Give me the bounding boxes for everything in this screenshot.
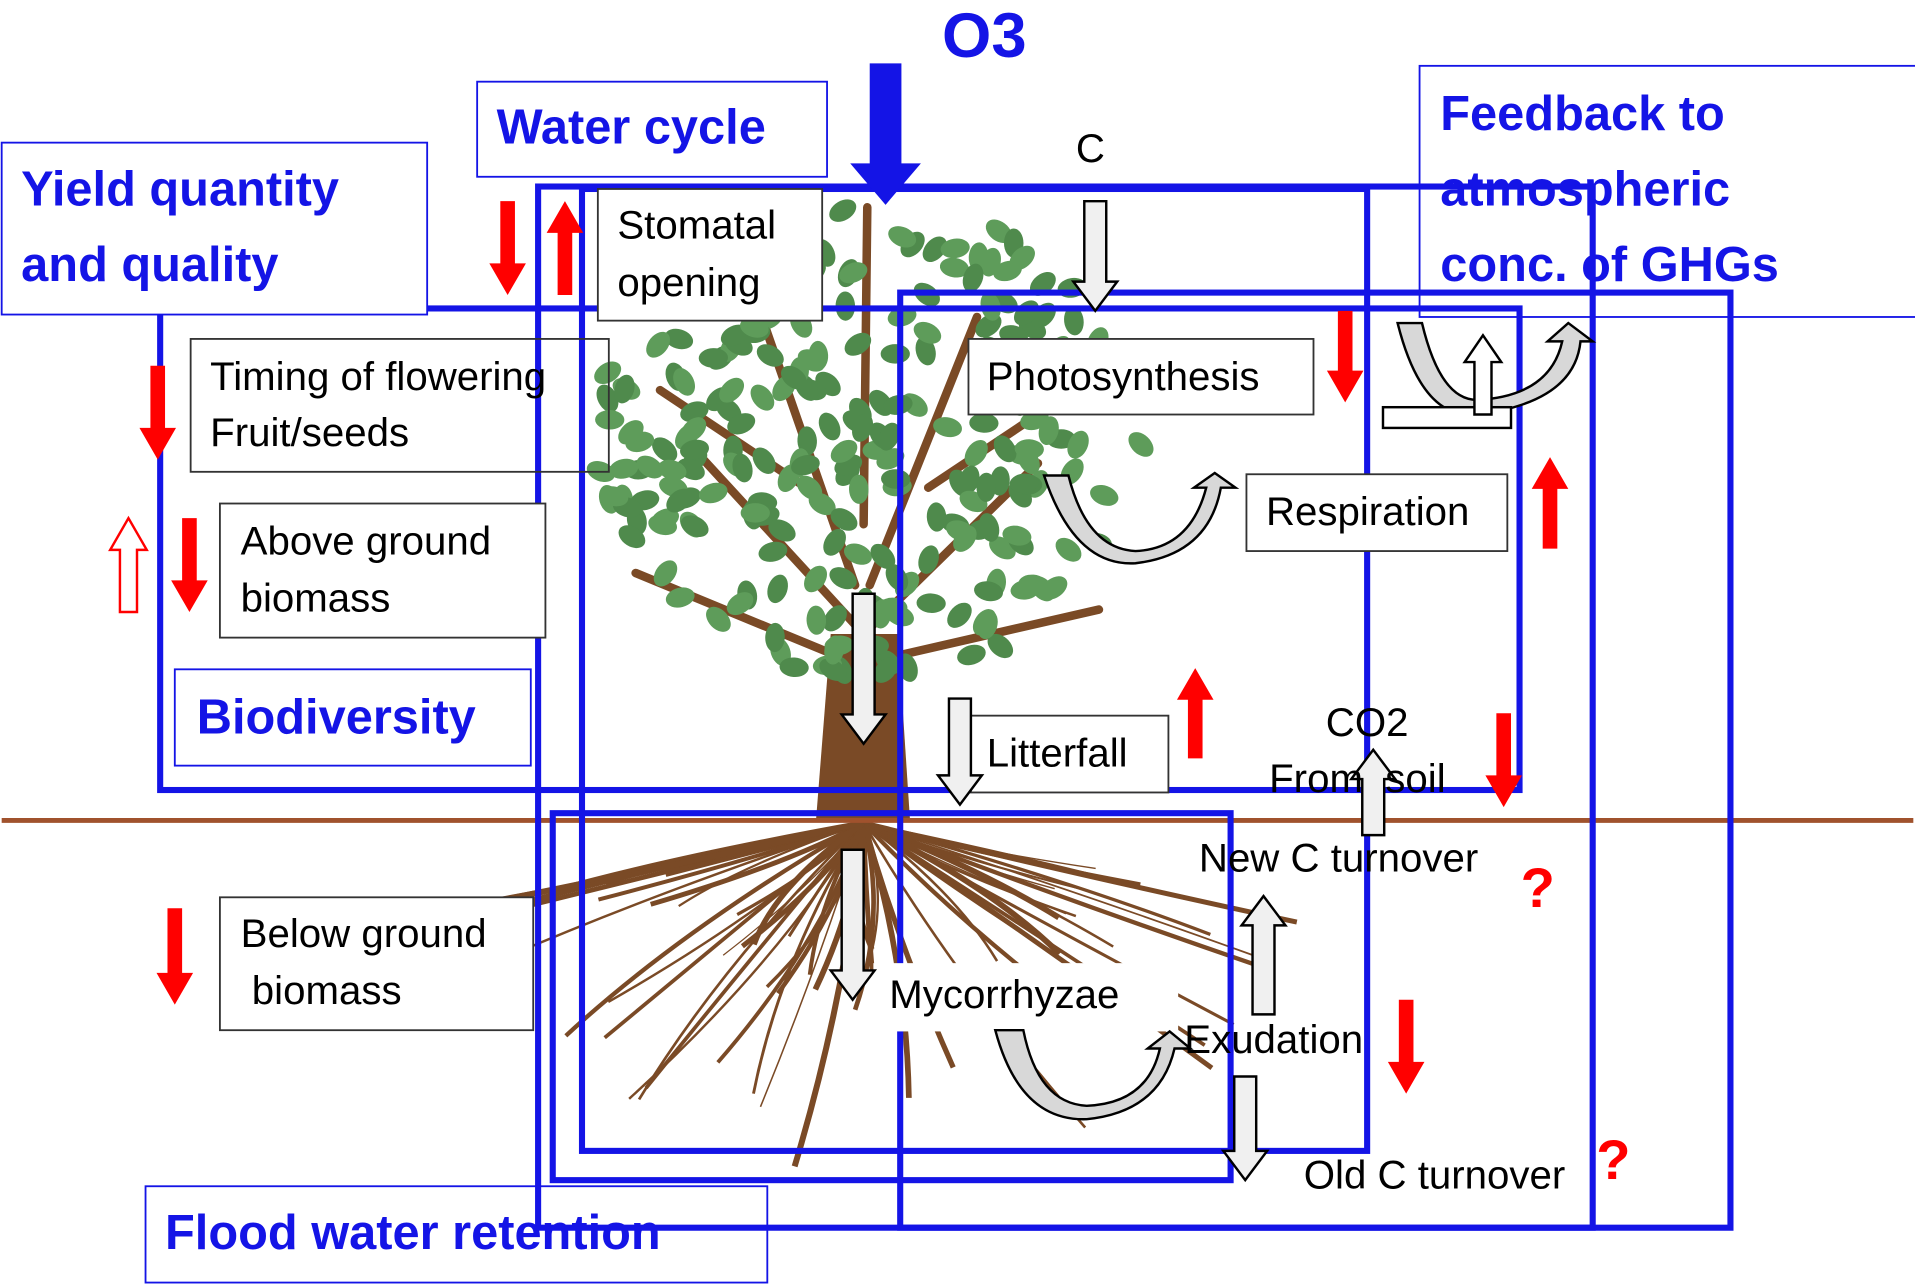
leaf xyxy=(1025,267,1060,301)
process-label: Mycorrhyzae xyxy=(889,972,1119,1017)
impact-label: Water cycle xyxy=(497,100,766,154)
process-label: From soil xyxy=(1269,756,1446,801)
arrow xyxy=(1388,1000,1425,1094)
impact-label: Feedback to xyxy=(1440,87,1724,141)
arrow xyxy=(1532,457,1569,548)
trait-label: Fruit/seeds xyxy=(210,410,409,455)
trait-label: Timing of flowering xyxy=(210,354,546,399)
arrow xyxy=(139,366,176,460)
arrow xyxy=(489,201,526,295)
arrow xyxy=(171,518,208,612)
trait-label: biomass xyxy=(241,968,402,1013)
impact-label: conc. of GHGs xyxy=(1440,238,1779,292)
impact-label: Biodiversity xyxy=(197,690,476,744)
leaf xyxy=(1124,427,1159,461)
process-label: Exudation xyxy=(1184,1017,1363,1062)
process-label: Old C turnover xyxy=(1304,1152,1566,1197)
arrow xyxy=(1177,668,1214,758)
leaf xyxy=(806,605,827,635)
trait-label: opening xyxy=(617,260,760,305)
leaf xyxy=(764,572,792,606)
arrow xyxy=(1327,311,1364,402)
process-label: Respiration xyxy=(1266,489,1469,534)
process-label: C xyxy=(1076,126,1105,171)
impact-label: Yield quantity xyxy=(21,163,339,217)
uncertainty-marker: ? xyxy=(1596,1128,1630,1191)
leaf xyxy=(840,328,875,361)
trait-label: Below ground xyxy=(241,911,487,956)
process-label: Litterfall xyxy=(987,731,1128,776)
trait-label: biomass xyxy=(241,576,391,621)
title: O3 xyxy=(942,1,1027,71)
leaf xyxy=(1087,481,1121,509)
leaf xyxy=(741,503,770,523)
trait-label: Above ground xyxy=(241,518,491,563)
impact-label: atmospheric xyxy=(1440,163,1730,217)
impact-label: and quality xyxy=(21,238,278,292)
leaf xyxy=(916,593,946,614)
process-label: Photosynthesis xyxy=(987,354,1260,399)
leaf xyxy=(915,543,943,577)
diagram: Yield quantity and quality Water cycle F… xyxy=(0,0,1915,1285)
uncertainty-marker: ? xyxy=(1521,856,1555,919)
leaf xyxy=(969,413,999,434)
curved-arrow xyxy=(1398,323,1593,415)
leaf xyxy=(814,409,844,444)
arrow xyxy=(157,908,194,1004)
curved-arrow xyxy=(995,1030,1190,1119)
leaf xyxy=(825,195,860,227)
arrow xyxy=(547,201,584,295)
arrow xyxy=(110,518,147,612)
leaf xyxy=(942,598,976,633)
trait-label: Stomatal xyxy=(617,203,776,248)
process-label: New C turnover xyxy=(1199,835,1478,880)
leaf xyxy=(881,344,910,364)
process-label: CO2 xyxy=(1326,700,1409,745)
branch xyxy=(864,207,868,524)
impact-label: Flood water retention xyxy=(165,1206,661,1260)
